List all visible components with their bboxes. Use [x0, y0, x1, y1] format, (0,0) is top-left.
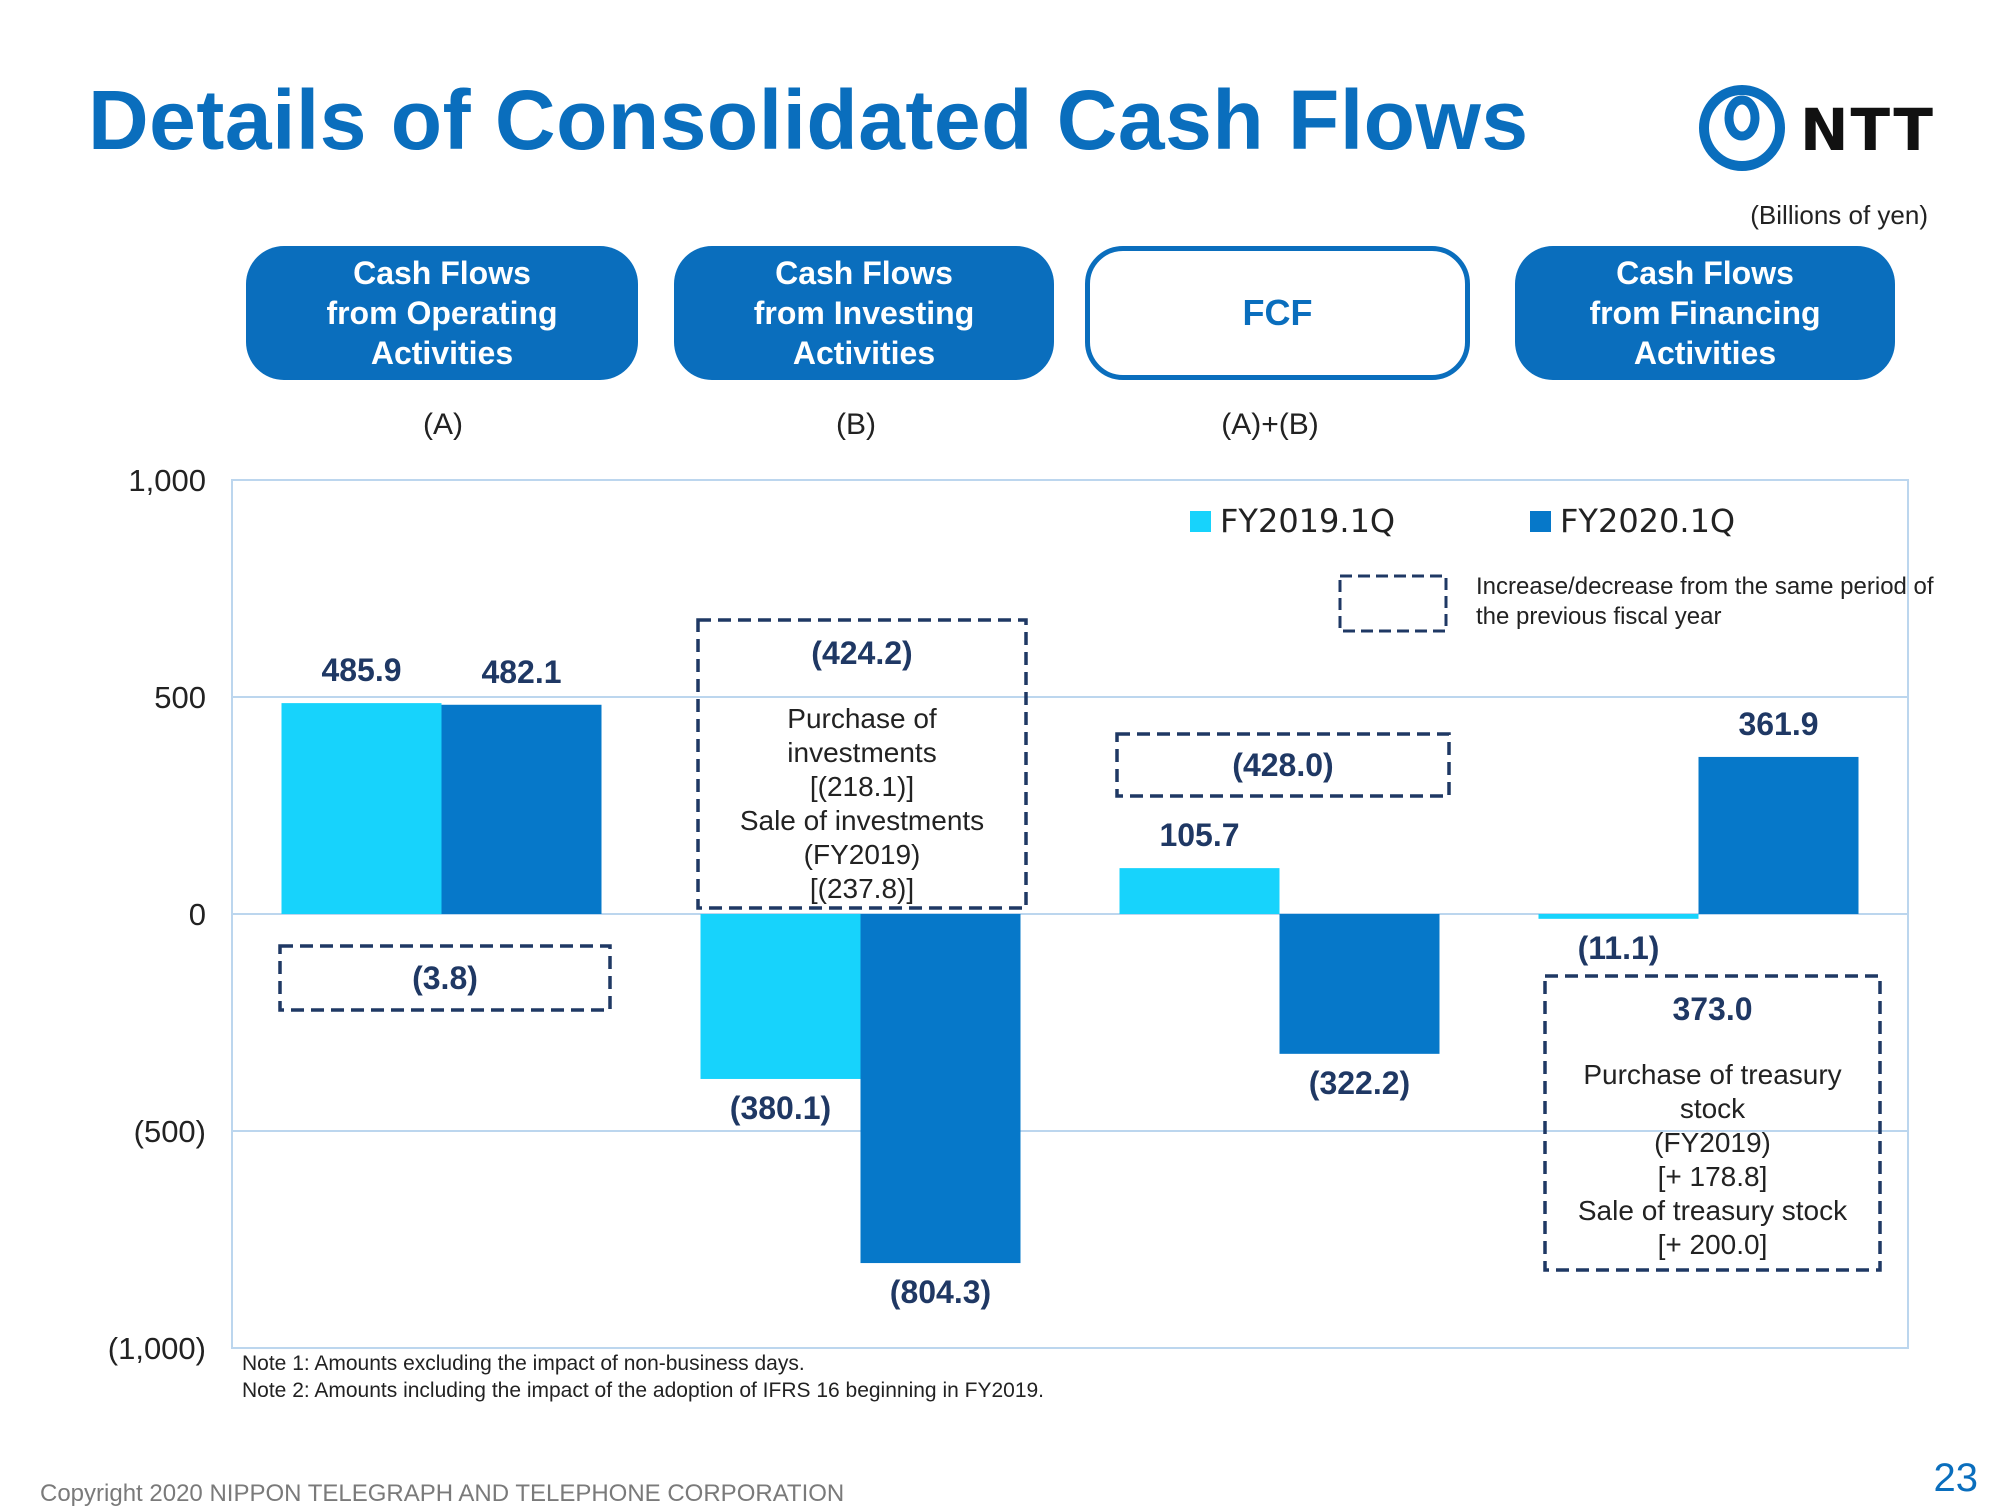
data-label: (322.2)	[1309, 1065, 1410, 1101]
y-tick-label: 1,000	[128, 463, 206, 498]
change-detail-line: investments	[787, 737, 936, 768]
change-detail-line: Purchase of treasury	[1583, 1059, 1841, 1090]
change-box-2	[1115, 732, 1451, 798]
change-detail-line: stock	[1680, 1093, 1746, 1124]
change-detail-line: Purchase of	[787, 703, 937, 734]
formula-label-a: (A)	[423, 408, 463, 441]
data-label: 482.1	[481, 654, 561, 690]
note-1: Note 1: Amounts excluding the impact of …	[242, 1352, 805, 1375]
page-number: 23	[1933, 1456, 1979, 1500]
bar-series-0-cat-1	[700, 914, 861, 1079]
change-box-3	[1543, 974, 1882, 1272]
change-detail-line: [+ 178.8]	[1658, 1161, 1768, 1192]
copyright-text: Copyright 2020 NIPPON TELEGRAPH AND TELE…	[40, 1480, 845, 1507]
legend-swatch-1	[1530, 511, 1551, 532]
change-detail-line: (FY2019)	[804, 839, 921, 870]
data-label: (804.3)	[890, 1274, 991, 1310]
data-label: (11.1)	[1578, 930, 1660, 966]
legend-label-0: FY2019.1Q	[1220, 502, 1395, 540]
change-detail-line: (FY2019)	[1654, 1127, 1771, 1158]
data-label: 485.9	[321, 652, 401, 688]
change-detail-line: [(237.8)]	[810, 873, 914, 904]
category-box-operating: Cash Flows from Operating Activities	[246, 246, 638, 380]
change-detail-line: Sale of investments	[740, 805, 984, 836]
ntt-loop-logo-icon	[1699, 85, 1785, 171]
change-value: (3.8)	[412, 960, 478, 996]
change-detail-line: Sale of treasury stock	[1578, 1195, 1848, 1226]
data-label: 105.7	[1159, 817, 1239, 853]
change-box-0	[278, 944, 612, 1012]
formula-label-b: (B)	[836, 408, 876, 441]
change-box-1	[696, 618, 1028, 910]
legend-swatch-0	[1190, 511, 1211, 532]
category-box-investing: Cash Flows from Investing Activities	[674, 246, 1054, 380]
data-label: (380.1)	[730, 1090, 831, 1126]
legend-note-line: the previous fiscal year	[1476, 603, 1721, 630]
category-box-fcf: FCF	[1085, 246, 1470, 380]
legend-note-line: Increase/decrease from the same period o…	[1476, 573, 1934, 600]
bar-series-1-cat-0	[441, 704, 602, 914]
legend-dashed-swatch	[1338, 574, 1448, 633]
page-title: Details of Consolidated Cash Flows	[88, 73, 1529, 167]
units-label: (Billions of yen)	[1750, 200, 1928, 230]
bar-series-0-cat-2	[1119, 868, 1280, 914]
change-value: 373.0	[1672, 991, 1752, 1027]
y-tick-label: (500)	[134, 1114, 206, 1149]
bar-series-0-cat-3	[1538, 914, 1699, 919]
bar-series-0-cat-0	[281, 703, 442, 914]
logo-text: NTT	[1800, 96, 1935, 164]
data-label: 361.9	[1738, 706, 1818, 742]
note-2: Note 2: Amounts including the impact of …	[242, 1379, 1045, 1402]
y-tick-label: (1,000)	[108, 1331, 206, 1366]
category-box-financing: Cash Flows from Financing Activities	[1515, 246, 1895, 380]
legend-label-1: FY2020.1Q	[1560, 502, 1735, 540]
formula-label-a-plus-b: (A)+(B)	[1221, 408, 1319, 441]
y-tick-label: 0	[189, 897, 206, 932]
y-tick-label: 500	[154, 680, 206, 715]
bar-series-1-cat-1	[860, 914, 1021, 1264]
change-detail-line: [(218.1)]	[810, 771, 914, 802]
bar-series-1-cat-3	[1698, 756, 1859, 914]
change-value: (428.0)	[1232, 747, 1333, 783]
change-detail-line: [+ 200.0]	[1658, 1229, 1768, 1260]
bar-series-1-cat-2	[1279, 914, 1440, 1054]
change-value: (424.2)	[811, 635, 912, 671]
